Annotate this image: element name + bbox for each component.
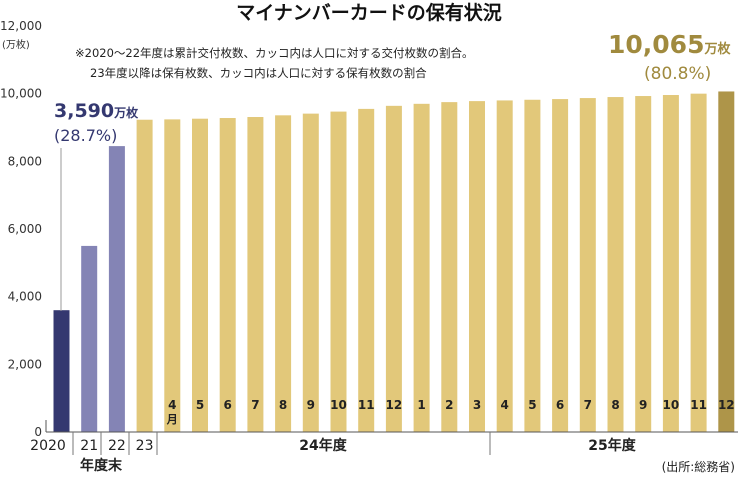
- bar: [330, 111, 347, 433]
- y-axis: 0 2,000 4,000 6,000 8,000 10,000 12,000: [0, 19, 42, 439]
- label-fy2024: 24年度: [299, 437, 347, 454]
- month-suffix-label: 月: [166, 413, 178, 426]
- x-tick-label: 21: [80, 438, 98, 454]
- x-tick-label: 11: [690, 398, 707, 412]
- x-tick-label: 9: [639, 398, 647, 412]
- y-tick-label: 2,000: [8, 357, 42, 371]
- bar: [302, 113, 319, 433]
- x-tick-label: 8: [611, 398, 619, 412]
- bar: [81, 245, 98, 432]
- source-note: (出所:総務省): [662, 460, 735, 474]
- bar: [108, 146, 125, 432]
- bar: [136, 119, 153, 433]
- x-tick-label: 10: [330, 398, 347, 412]
- bar: [607, 97, 624, 433]
- x-tick-label: 5: [196, 398, 204, 412]
- x-tick-label: 22: [108, 438, 126, 454]
- x-tick-label: 2: [445, 398, 453, 412]
- x-tick-label: 5: [528, 398, 536, 412]
- y-tick-label: 4,000: [8, 290, 42, 304]
- x-tick-label: 23: [136, 438, 154, 454]
- y-tick-label: 6,000: [8, 222, 42, 236]
- annotation-last-pct: (80.8%): [644, 64, 711, 84]
- y-tick-label: 12,000: [0, 19, 42, 33]
- x-tick-label: 8: [279, 398, 287, 412]
- annotation-first-value: 3,590万枚: [54, 100, 139, 122]
- x-tick-label: 10: [663, 398, 680, 412]
- x-tick-label: 7: [584, 398, 592, 412]
- note-line-1: ※2020〜22年度は累計交付枚数、カッコ内は人口に対する交付枚数の割合。: [75, 46, 474, 60]
- bars: [53, 91, 735, 433]
- bar: [690, 93, 707, 433]
- bar: [275, 115, 292, 432]
- annotation-first-number: 3,590: [54, 100, 114, 122]
- y-tick-label: 8,000: [8, 154, 42, 168]
- x-tick-label: 1: [417, 398, 425, 412]
- label-fiscal-year-end: 年度末: [80, 457, 123, 474]
- x-tick-label: 3: [473, 398, 481, 412]
- x-tick-label: 11: [358, 398, 375, 412]
- bar: [441, 102, 458, 432]
- bar: [164, 119, 181, 432]
- x-tick-label: 9: [307, 398, 315, 412]
- bar: [219, 118, 236, 432]
- x-tick-label: 4: [501, 398, 509, 412]
- bar: [413, 103, 430, 433]
- bar: [53, 310, 70, 432]
- annotation-last-unit: 万枚: [703, 41, 731, 57]
- bar: [579, 98, 596, 432]
- x-tick-label: 2020: [30, 438, 66, 454]
- bar: [385, 105, 402, 432]
- x-tick-label: 4: [168, 398, 176, 412]
- annotation-first-pct: (28.7%): [54, 126, 117, 145]
- bar: [718, 91, 735, 432]
- y-tick-label: 0: [34, 425, 42, 439]
- annotation-first-unit: 万枚: [113, 105, 139, 120]
- x-tick-label: 7: [251, 398, 259, 412]
- x-tick-label: 12: [386, 398, 403, 412]
- chart-title: マイナンバーカードの保有状況: [236, 1, 502, 24]
- note-line-2: 23年度以降は保有枚数、カッコ内は人口に対する保有枚数の割合: [90, 66, 427, 80]
- bar: [358, 108, 375, 433]
- bar: [524, 99, 541, 433]
- bar: [192, 118, 208, 432]
- y-axis-unit: (万枚): [2, 38, 30, 51]
- label-fy2025: 25年度: [588, 437, 636, 454]
- bar: [496, 100, 513, 432]
- annotation-last-number: 10,065: [608, 30, 704, 59]
- x-tick-label: 6: [556, 398, 564, 412]
- bar: [552, 99, 569, 432]
- bar: [662, 95, 679, 433]
- x-tick-label: 12: [718, 398, 735, 412]
- bar: [247, 117, 264, 433]
- y-tick-label: 10,000: [0, 87, 42, 101]
- bar: [469, 101, 485, 433]
- bar: [635, 96, 652, 432]
- annotation-last-value: 10,065万枚: [608, 30, 731, 59]
- x-tick-label: 6: [224, 398, 232, 412]
